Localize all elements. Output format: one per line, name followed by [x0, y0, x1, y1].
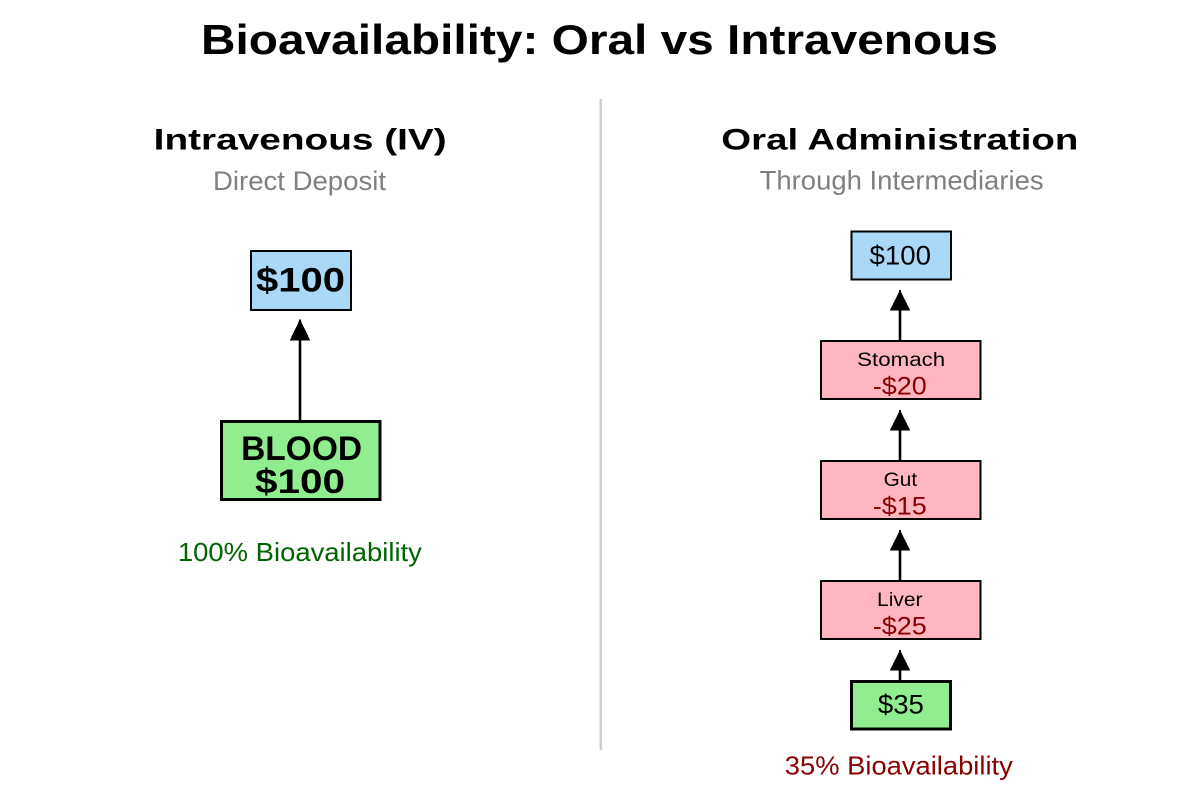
svg-text:-$20: -$20 — [873, 373, 927, 401]
svg-text:35% Bioavailability: 35% Bioavailability — [785, 752, 1013, 780]
svg-text:Intravenous (IV): Intravenous (IV) — [154, 123, 447, 156]
svg-text:Direct Deposit: Direct Deposit — [213, 166, 387, 196]
svg-text:$100: $100 — [870, 241, 932, 271]
svg-text:Oral Administration: Oral Administration — [721, 123, 1078, 156]
svg-text:$100: $100 — [256, 262, 345, 300]
svg-text:-$15: -$15 — [873, 493, 927, 521]
svg-text:100% Bioavailability: 100% Bioavailability — [178, 539, 422, 567]
svg-text:-$25: -$25 — [873, 613, 927, 641]
svg-text:Bioavailability: Oral vs Intra: Bioavailability: Oral vs Intravenous — [201, 17, 998, 63]
svg-text:$100: $100 — [255, 463, 345, 501]
svg-text:Gut: Gut — [884, 469, 918, 491]
svg-text:Liver: Liver — [877, 589, 923, 611]
svg-text:$35: $35 — [878, 690, 924, 720]
svg-text:Stomach: Stomach — [857, 350, 945, 371]
svg-text:Through Intermediaries: Through Intermediaries — [760, 165, 1044, 195]
svg-text:BLOOD: BLOOD — [241, 430, 362, 468]
